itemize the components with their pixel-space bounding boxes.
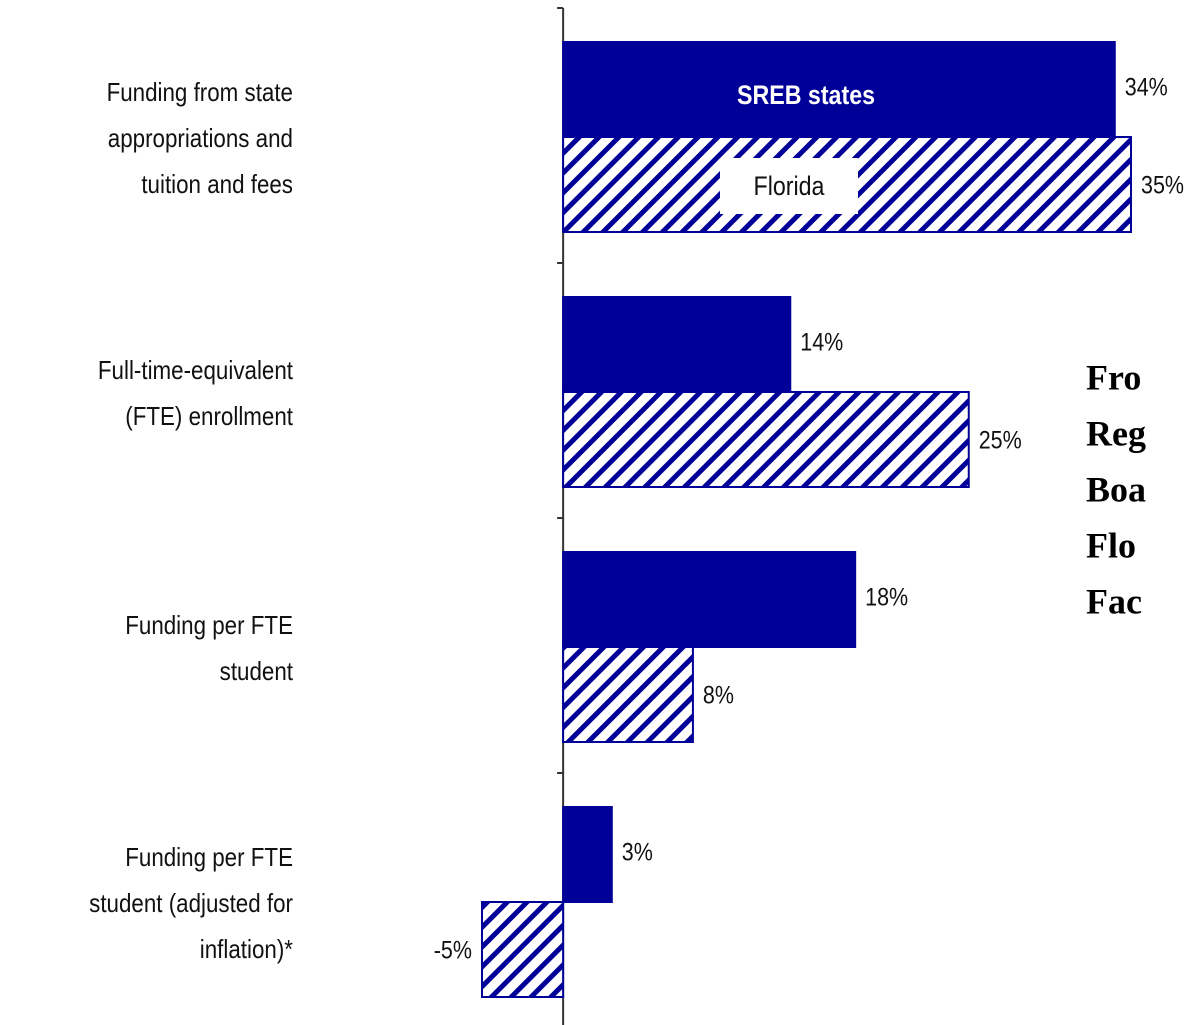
bar	[562, 806, 613, 903]
value-label: 3%	[622, 838, 653, 866]
legend-label: Florida	[754, 172, 825, 202]
legend-box	[720, 158, 858, 214]
bar	[562, 551, 857, 648]
category-label: Funding per FTE student	[125, 609, 293, 686]
value-label: 8%	[703, 681, 734, 709]
annotation: Flo	[1086, 525, 1136, 565]
bar	[562, 41, 1116, 138]
category-label: Funding from state appropriations and tu…	[106, 76, 293, 199]
value-label: -5%	[434, 936, 472, 964]
annotation: Reg	[1086, 413, 1146, 453]
value-label: 25%	[979, 426, 1022, 454]
category-label: Full-time-equivalent (FTE) enrollment	[97, 354, 294, 431]
bar	[481, 901, 565, 998]
bar	[562, 646, 694, 743]
bar	[562, 296, 792, 393]
value-label: 34%	[1125, 73, 1168, 101]
value-label: 14%	[800, 328, 843, 356]
legend-label: SREB states	[737, 81, 875, 111]
value-label: 18%	[865, 583, 908, 611]
category-label: Funding per FTE student (adjusted for in…	[89, 841, 293, 964]
bar	[562, 391, 970, 488]
annotation: Fro	[1086, 357, 1141, 397]
value-label: 35%	[1141, 171, 1184, 199]
annotation: Boa	[1086, 469, 1146, 509]
annotation: Fac	[1086, 581, 1142, 621]
